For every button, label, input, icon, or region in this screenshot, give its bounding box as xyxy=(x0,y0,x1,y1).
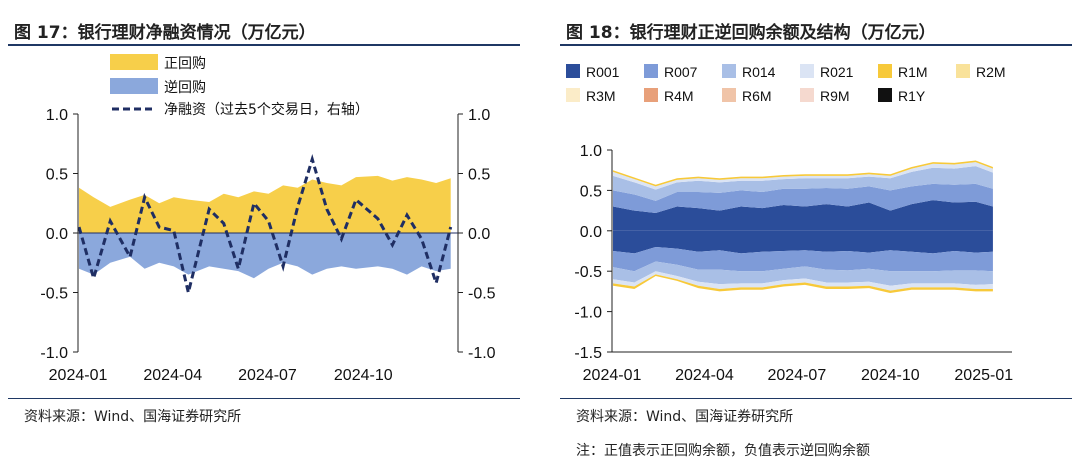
y-tick-label: -0.5 xyxy=(40,286,68,303)
legend-label-r014: R014 xyxy=(742,64,776,80)
y-tick-label: -0.5 xyxy=(574,264,602,281)
title-rule xyxy=(560,44,1072,46)
net-financing-chart: 1.0 1.0 0.5 0.5 0.0 0.0 -0.5 -0.5 -1.0 -1.0 2024-0… xyxy=(40,54,496,384)
repo-structure-chart: 1.0 0.5 0.0 -0.5 -1.0 -1.5 2024-01 2024-04 2024-… xyxy=(566,64,1013,384)
legend-label-r021: R021 xyxy=(820,64,854,80)
chart-panel-repo-structure: 图 18：银行理财正逆回购余额及结构（万亿元） 1.0 0.5 0.0 -0.5 -1.… xyxy=(552,0,1080,468)
y-tick-label: 0.0 xyxy=(580,224,602,241)
legend-label-r3m: R3M xyxy=(586,88,616,104)
negative-r001-area xyxy=(613,230,993,254)
y-tick-label: 0.0 xyxy=(46,226,68,243)
negative-r007-area xyxy=(613,246,993,272)
legend-label-negative: 逆回购 xyxy=(164,80,206,96)
legend-label-r2m: R2M xyxy=(976,64,1006,80)
legend-swatch-r9m xyxy=(800,88,814,102)
y2-tick-label: 1.0 xyxy=(468,107,490,124)
legend-label-r4m: R4M xyxy=(664,88,694,104)
legend-swatch-negative xyxy=(110,78,158,94)
chart-title: 图 17：银行理财净融资情况（万亿元） xyxy=(14,23,316,43)
x-tick-label: 2024-01 xyxy=(49,367,108,384)
reverse-repo-area xyxy=(79,233,451,279)
y2-tick-label: 0.5 xyxy=(468,167,490,184)
positive-r007-area xyxy=(613,183,993,214)
legend-swatch-r007 xyxy=(644,64,658,78)
y-tick-label: -1.0 xyxy=(574,305,602,322)
legend-label-r007: R007 xyxy=(664,64,698,80)
legend-swatch-r1m xyxy=(878,64,892,78)
legend-swatch-r001 xyxy=(566,64,580,78)
x-tick-label: 2025-01 xyxy=(954,367,1013,384)
chart-panel-net-financing: 图 17：银行理财净融资情况（万亿元） 1.0 1.0 0.5 0.5 0.0 0.0 -0… xyxy=(0,0,528,468)
y-tick-label: 0.5 xyxy=(46,167,68,184)
positive-r021-area xyxy=(613,162,993,190)
x-tick-label: 2024-01 xyxy=(583,367,642,384)
legend-swatch-r2m xyxy=(956,64,970,78)
x-tick-label: 2024-04 xyxy=(675,367,734,384)
legend-label-positive: 正回购 xyxy=(164,56,206,72)
note-text: 注：正值表示正回购余额，负值表示逆回购余额 xyxy=(576,443,870,459)
y-tick-label: 1.0 xyxy=(46,107,68,124)
bottom-rule xyxy=(8,398,520,399)
legend-swatch-r014 xyxy=(722,64,736,78)
source-text: 资料来源：Wind、国海证券研究所 xyxy=(576,409,794,425)
negative-r014-area xyxy=(613,261,993,286)
legend-swatch-positive xyxy=(110,54,158,70)
legend-label-r6m: R6M xyxy=(742,88,772,104)
chart-title: 图 18：银行理财正逆回购余额及结构（万亿元） xyxy=(566,23,936,43)
legend-swatch-r4m xyxy=(644,88,658,102)
positive-repo-area xyxy=(79,175,451,233)
legend-swatch-r021 xyxy=(800,64,814,78)
y-tick-label: 0.5 xyxy=(580,183,602,200)
positive-r001-area xyxy=(613,200,993,231)
net-financing-line xyxy=(77,153,453,293)
y2-tick-label: -0.5 xyxy=(468,286,496,303)
y-tick-label: -1.0 xyxy=(40,345,68,362)
positive-r014-area xyxy=(613,166,993,201)
legend-label-r9m: R9M xyxy=(820,88,850,104)
legend-label-r001: R001 xyxy=(586,64,620,80)
x-tick-label: 2024-10 xyxy=(334,367,393,384)
legend-label-r1y: R1Y xyxy=(898,88,926,104)
legend-label-net: 净融资（过去5个交易日，右轴） xyxy=(164,101,369,118)
y2-tick-label: 0.0 xyxy=(468,226,490,243)
positive-r1m-area xyxy=(613,160,993,187)
legend-swatch-r1y xyxy=(878,88,892,102)
title-rule xyxy=(8,44,520,46)
x-tick-label: 2024-07 xyxy=(768,367,827,384)
negative-r1m-area xyxy=(613,274,993,294)
negative-r021-area xyxy=(613,271,993,291)
source-text: 资料来源：Wind、国海证券研究所 xyxy=(24,409,242,425)
legend-swatch-r6m xyxy=(722,88,736,102)
x-tick-label: 2024-10 xyxy=(861,367,920,384)
y-tick-label: -1.5 xyxy=(574,345,602,362)
legend-label-r1m: R1M xyxy=(898,64,928,80)
bottom-rule xyxy=(560,398,1072,399)
x-tick-label: 2024-04 xyxy=(143,367,202,384)
y2-tick-label: -1.0 xyxy=(468,345,496,362)
legend-swatch-r3m xyxy=(566,88,580,102)
y-tick-label: 1.0 xyxy=(580,143,602,160)
x-tick-label: 2024-07 xyxy=(238,367,297,384)
